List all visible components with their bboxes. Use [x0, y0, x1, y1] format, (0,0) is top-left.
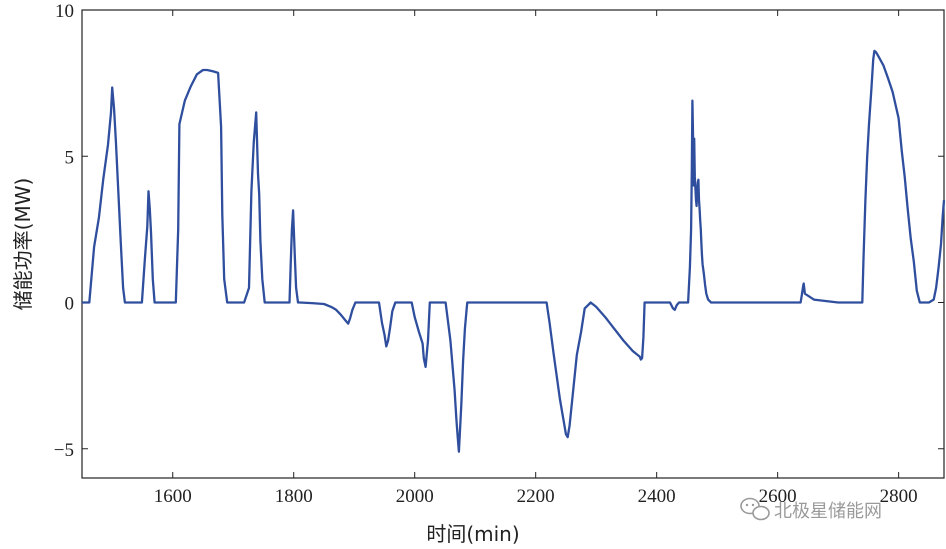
- x-tick-label: 2000: [396, 486, 434, 507]
- y-tick-label: 0: [65, 294, 75, 315]
- wechat-icon: [740, 497, 770, 521]
- y-tick-label: 10: [55, 1, 74, 22]
- y-tick-label: −5: [54, 440, 74, 461]
- series-line: [82, 49, 946, 453]
- watermark-text: 北极星储能网: [774, 501, 882, 522]
- x-axis-title: 时间(min): [426, 522, 519, 546]
- x-tick-label: 2600: [759, 486, 797, 507]
- x-tick-label: 1600: [154, 486, 192, 507]
- y-tick-label: 5: [65, 147, 75, 168]
- plot-frame: [81, 9, 945, 479]
- x-tick-label: 2200: [517, 486, 555, 507]
- x-tick-label: 1800: [275, 486, 313, 507]
- y-axis-title: 储能功率(MW): [11, 178, 35, 311]
- watermark: 北极星储能网: [740, 497, 882, 522]
- x-tick-label: 2400: [638, 486, 676, 507]
- x-tick-label: 2800: [880, 486, 918, 507]
